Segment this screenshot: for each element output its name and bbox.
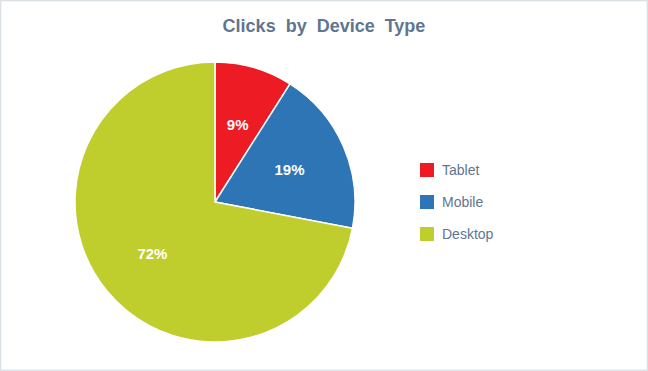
legend-swatch bbox=[420, 163, 434, 177]
title: Clicks by Device Type bbox=[223, 16, 426, 36]
pie-slice bbox=[75, 62, 353, 342]
data-label: 9% bbox=[227, 116, 249, 133]
pie bbox=[75, 62, 355, 342]
data-labels: 9% 19% 72% bbox=[137, 116, 304, 263]
legend: Tablet Mobile Desktop bbox=[420, 162, 494, 242]
background bbox=[1, 1, 648, 371]
chart-container: Clicks by Device Type 9% 19% 72% Tablet Mobil… bbox=[0, 0, 648, 371]
chart: Clicks by Device Type 9% 19% 72% Tablet Mobil… bbox=[0, 0, 648, 371]
legend-swatch bbox=[420, 195, 434, 209]
legend-label: Desktop bbox=[442, 226, 494, 242]
legend-label: Mobile bbox=[442, 194, 483, 210]
legend-label: Tablet bbox=[442, 162, 479, 178]
legend-swatch bbox=[420, 227, 434, 241]
data-label: 19% bbox=[275, 161, 305, 178]
data-label: 72% bbox=[137, 245, 167, 262]
